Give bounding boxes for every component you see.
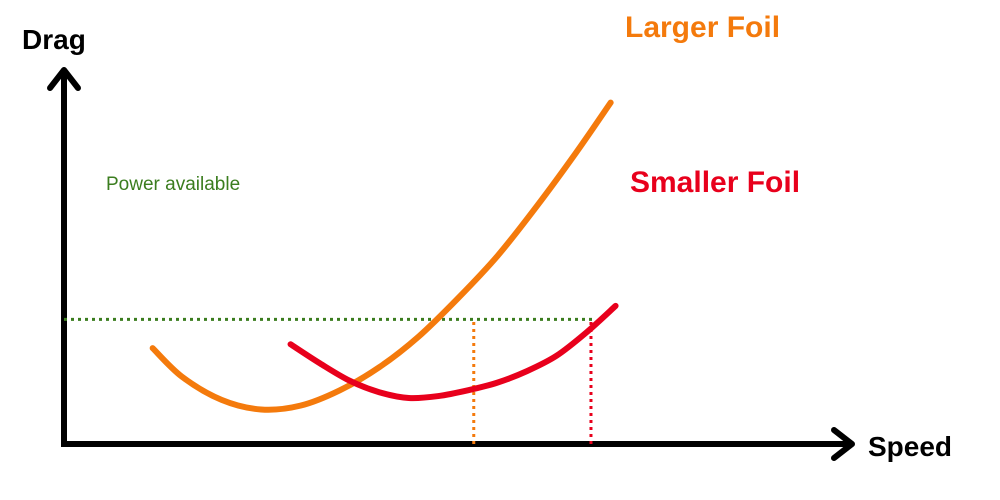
axes: Speed Drag — [22, 24, 952, 462]
annotations — [64, 317, 596, 444]
y-axis-arrowhead — [47, 67, 81, 91]
series-label-smaller-foil: Smaller Foil — [630, 166, 800, 199]
y-axis-label: Drag — [22, 24, 86, 55]
series-layer — [149, 99, 619, 413]
series-label-larger-foil: Larger Foil — [625, 11, 780, 44]
power-available-label: Power available — [106, 174, 240, 195]
x-axis-arrowhead — [831, 427, 855, 461]
series-line-smaller-foil — [287, 302, 619, 402]
x-axis-label: Speed — [868, 431, 952, 462]
series-line-larger-foil — [149, 99, 614, 413]
labels: Power available Larger Foil Smaller Foil — [106, 11, 800, 199]
